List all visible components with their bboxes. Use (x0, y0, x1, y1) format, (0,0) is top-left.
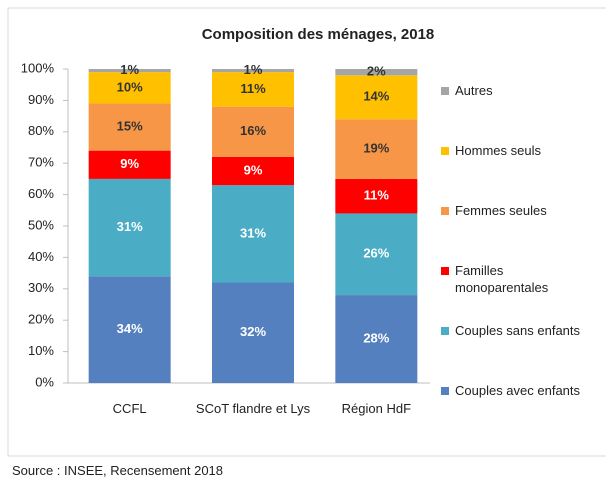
legend-label: Familles monoparentales (455, 263, 549, 295)
x-tick-label: SCoT flandre et Lys (195, 401, 311, 416)
bar-segment (335, 75, 418, 120)
y-tick-label: 0% (35, 374, 54, 389)
data-label: 11% (364, 188, 390, 203)
source: Source : INSEE, Recensement 2018 (12, 463, 224, 478)
data-label: 31% (240, 225, 266, 240)
legend-label: Couples sans enfants (455, 323, 581, 338)
data-label: 16% (240, 123, 266, 138)
y-tick-label: 60% (28, 186, 54, 201)
bar-segment (335, 178, 418, 214)
data-label: 9% (244, 162, 263, 177)
data-label: 1% (244, 62, 263, 77)
data-label: 9% (120, 156, 139, 171)
bar-segment (335, 213, 418, 296)
y-tick-label: 70% (28, 155, 54, 170)
bar-segment (335, 69, 418, 76)
data-label: 15% (117, 119, 143, 134)
data-label: 1% (120, 62, 139, 77)
bar-segment (212, 282, 294, 383)
y-tick-label: 10% (28, 343, 54, 358)
chart-title: Composition des ménages, 2018 (202, 26, 435, 43)
data-label: 28% (363, 330, 389, 345)
x-tick-label: CCFL (112, 401, 147, 416)
legend-swatch (441, 267, 449, 275)
legend-swatch (441, 387, 449, 395)
data-label: 19% (363, 141, 389, 156)
bar-segment (212, 72, 294, 107)
legend-swatch (441, 147, 449, 155)
data-label: 11% (240, 81, 266, 96)
legend-label: Femmes seules (455, 203, 547, 218)
y-tick-label: 90% (28, 92, 54, 107)
bar-segment (212, 69, 294, 73)
data-label: 32% (240, 324, 266, 339)
bar-segment (335, 295, 418, 383)
data-label: 26% (363, 246, 389, 261)
legend-swatch (441, 207, 449, 215)
bar-segment (212, 185, 294, 283)
bar-segment (88, 72, 171, 104)
x-tick-label: Région HdF (341, 401, 412, 416)
data-label: 31% (117, 219, 143, 234)
legend-swatch (441, 327, 449, 335)
bar-segment (335, 119, 418, 179)
y-tick-label: 20% (28, 312, 54, 327)
bar-segment (212, 156, 294, 186)
y-tick-label: 40% (28, 249, 54, 264)
bar-segment (88, 69, 171, 73)
y-tick-label: 100% (21, 60, 55, 75)
bar-segment (212, 106, 294, 157)
data-label: 14% (363, 89, 389, 104)
y-tick-label: 50% (28, 217, 54, 232)
legend-label: Autres (455, 83, 493, 98)
data-label: 34% (117, 321, 143, 336)
bar-segment (88, 150, 171, 179)
chart-border (7, 7, 606, 457)
legend-swatch (441, 87, 449, 95)
bar-segment (88, 103, 171, 151)
data-label: 2% (367, 64, 386, 79)
data-label: 10% (117, 79, 143, 94)
y-tick-label: 80% (28, 123, 54, 138)
bar-segment (88, 178, 171, 277)
legend-label: Hommes seuls (455, 143, 541, 158)
legend-label: Couples avec enfants (455, 383, 581, 398)
bar-segment (88, 276, 171, 383)
y-tick-label: 30% (28, 280, 54, 295)
